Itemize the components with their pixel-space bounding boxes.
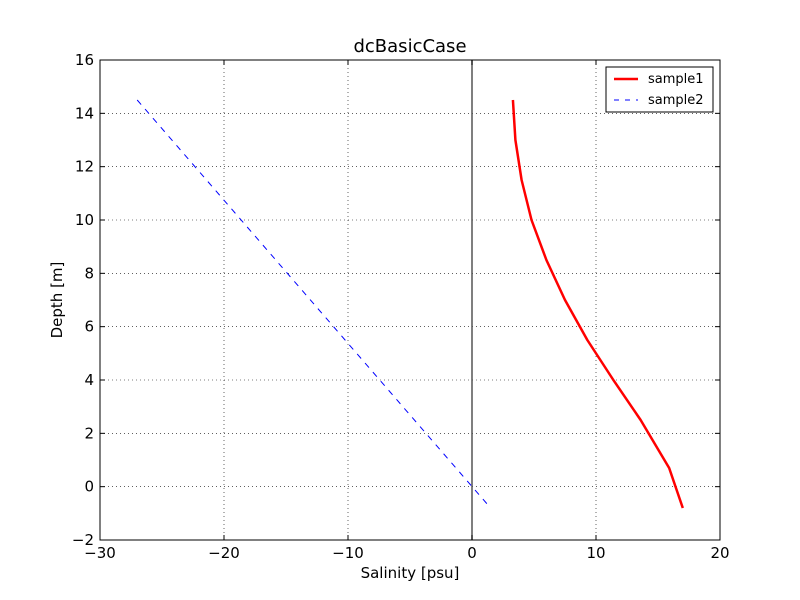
plot-frame	[99, 59, 721, 541]
x-tick-label: 20	[710, 544, 729, 562]
y-tick-label: 10	[75, 211, 94, 229]
legend-label-sample2: sample2	[648, 93, 704, 108]
y-tick-label: 16	[75, 51, 94, 69]
x-tick-label: 0	[467, 544, 477, 562]
y-tick-label: 0	[84, 478, 94, 496]
plot-area	[100, 60, 720, 540]
x-tick-label: −20	[208, 544, 240, 562]
x-tick-label: −10	[332, 544, 364, 562]
legend-box	[605, 66, 714, 113]
series-group	[136, 99, 684, 509]
series-line-sample1	[511, 99, 684, 509]
legend-label-sample1: sample1	[648, 72, 704, 87]
y-tick-label: 4	[84, 371, 94, 389]
y-tick-label: 12	[75, 158, 94, 176]
y-tick-label: 8	[84, 264, 94, 282]
legend: sample1 sample2	[605, 66, 714, 113]
y-tick-label: −2	[72, 531, 94, 549]
y-tick-label: 2	[84, 424, 94, 442]
y-axis-label: Depth [m]	[48, 262, 66, 339]
y-tick-label: 6	[84, 318, 94, 336]
x-axis-label: Salinity [psu]	[361, 564, 460, 582]
series-line-sample2	[136, 99, 491, 509]
y-tick-label: 14	[75, 104, 94, 122]
x-tick-label: −30	[84, 544, 116, 562]
x-tick-label: 10	[586, 544, 605, 562]
chart-title: dcBasicCase	[353, 36, 466, 57]
